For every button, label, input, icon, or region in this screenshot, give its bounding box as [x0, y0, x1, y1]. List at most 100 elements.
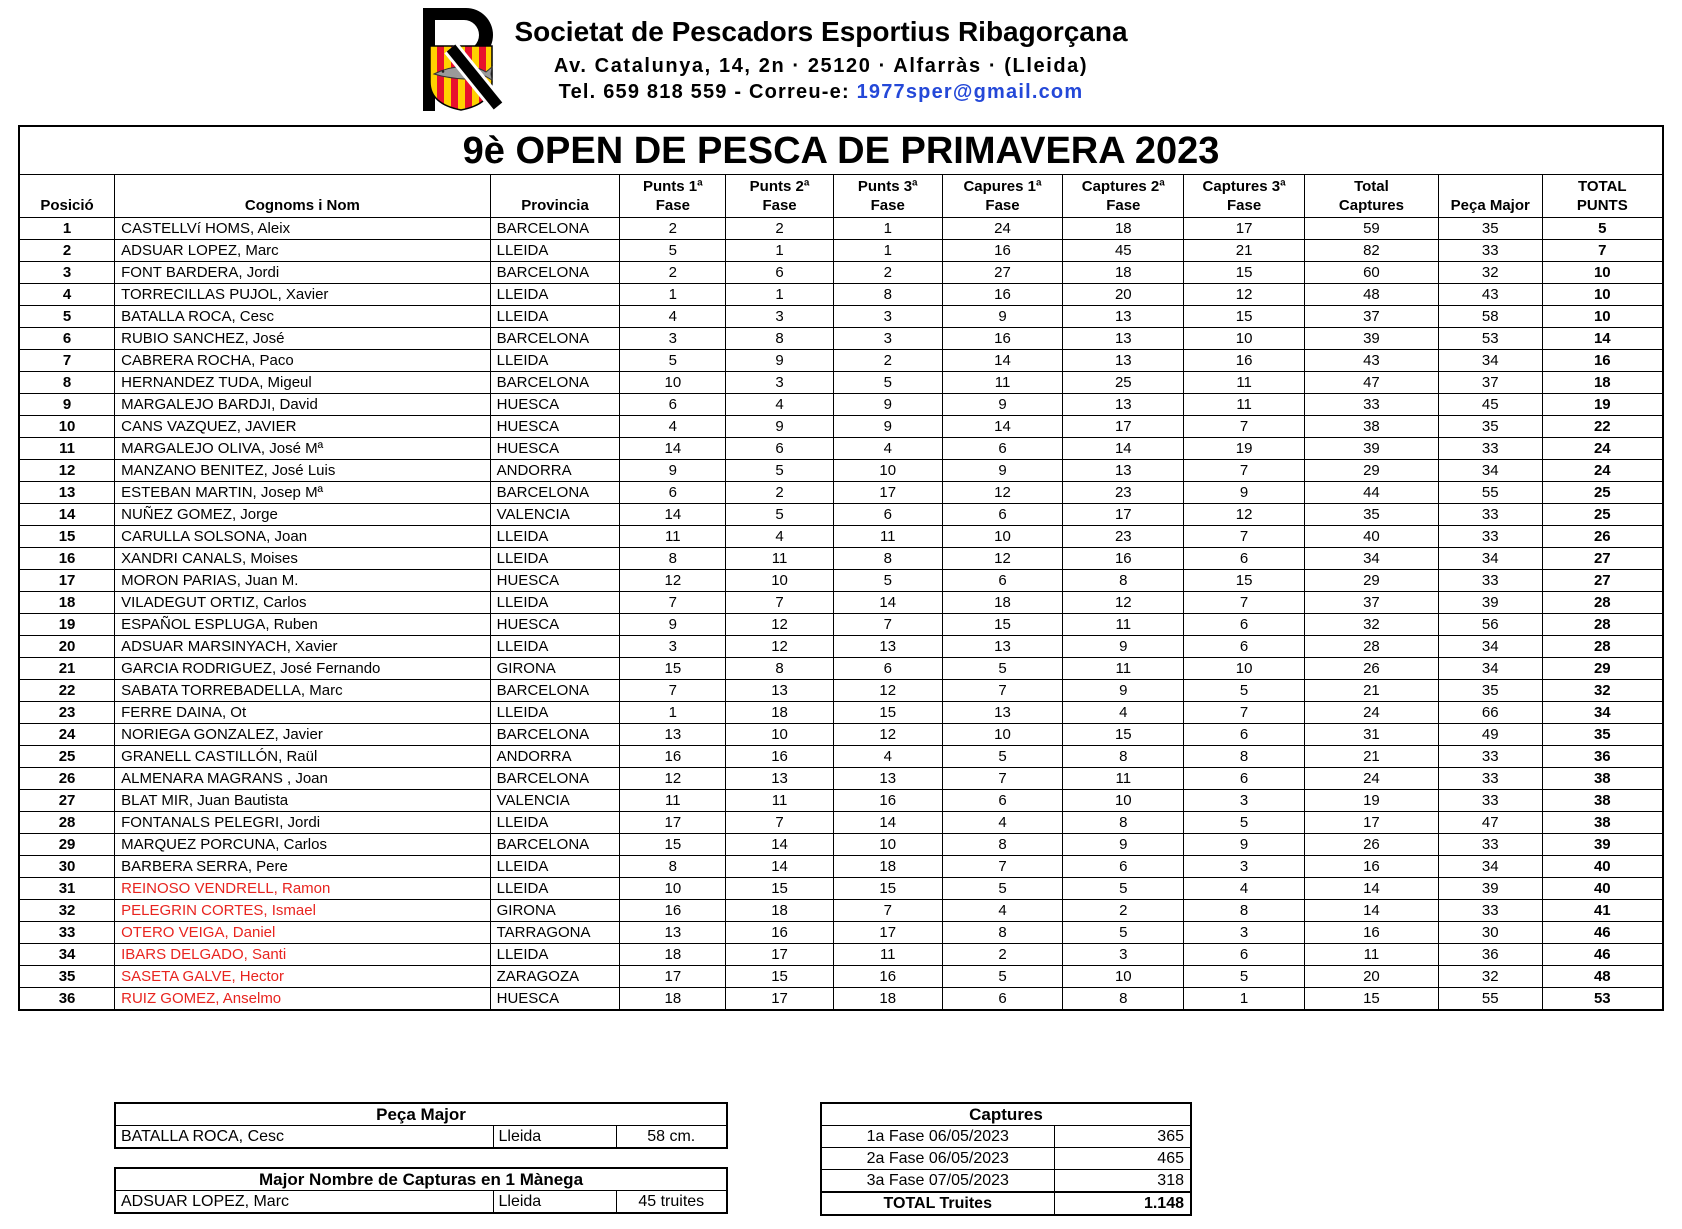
peca-major-row: BATALLA ROCA, Cesc Lleida 58 cm.: [114, 1125, 728, 1149]
value-cell: 11: [1062, 657, 1185, 680]
value-cell: 12: [941, 547, 1064, 570]
value-cell: 8: [832, 547, 943, 570]
value-cell: 6: [725, 261, 834, 284]
value-cell: 9: [619, 459, 727, 482]
table-row: 2 ADSUAR LOPEZ, Marc LLEIDA 5 1 1 16 45 21 82 33 7: [18, 239, 1664, 262]
value-cell: 8: [1062, 811, 1185, 834]
province-cell: BARCELONA: [489, 481, 621, 504]
total-punts-cell: 19: [1541, 393, 1664, 416]
value-cell: 15: [941, 613, 1064, 636]
captures-total-value: 1.148: [1053, 1191, 1192, 1216]
value-cell: 18: [619, 943, 727, 966]
value-cell: 1: [619, 701, 727, 724]
value-cell: 6: [619, 481, 727, 504]
value-cell: 6: [832, 657, 943, 680]
value-cell: 2: [725, 481, 834, 504]
value-cell: 12: [832, 679, 943, 702]
value-cell: 14: [1304, 899, 1439, 922]
value-cell: 19: [1183, 437, 1305, 460]
value-cell: 5: [941, 745, 1064, 768]
value-cell: 17: [1183, 217, 1305, 240]
name-cell: NORIEGA GONZALEZ, Javier: [114, 723, 491, 746]
org-contact: Tel. 659 818 559 - Correu-e: 1977sper@gm…: [559, 81, 1084, 104]
value-cell: 9: [941, 393, 1064, 416]
value-cell: 10: [941, 525, 1064, 548]
major-nombre-row: ADSUAR LOPEZ, Marc Lleida 45 truites: [114, 1190, 728, 1214]
province-cell: BARCELONA: [489, 217, 621, 240]
name-cell: CASTELLVí HOMS, Aleix: [114, 217, 491, 240]
value-cell: 7: [1183, 701, 1305, 724]
value-cell: 5: [832, 371, 943, 394]
total-punts-cell: 26: [1541, 525, 1664, 548]
name-cell: TORRECILLAS PUJOL, Xavier: [114, 283, 491, 306]
province-cell: HUESCA: [489, 393, 621, 416]
value-cell: 21: [1304, 679, 1439, 702]
province-cell: BARCELONA: [489, 261, 621, 284]
value-cell: 11: [941, 371, 1064, 394]
value-cell: 5: [1062, 877, 1185, 900]
position-cell: 1: [18, 217, 116, 240]
total-punts-cell: 7: [1541, 239, 1664, 262]
value-cell: 30: [1437, 921, 1543, 944]
total-punts-cell: 10: [1541, 261, 1664, 284]
value-cell: 13: [725, 679, 834, 702]
value-cell: 33: [1437, 239, 1543, 262]
value-cell: 37: [1437, 371, 1543, 394]
value-cell: 9: [832, 415, 943, 438]
value-cell: 45: [1062, 239, 1185, 262]
value-cell: 12: [941, 481, 1064, 504]
value-cell: 9: [1062, 679, 1185, 702]
position-cell: 36: [18, 987, 116, 1011]
value-cell: 2: [832, 349, 943, 372]
value-cell: 7: [941, 679, 1064, 702]
value-cell: 8: [1062, 745, 1185, 768]
province-cell: ZARAGOZA: [489, 965, 621, 988]
value-cell: 8: [1062, 987, 1185, 1011]
value-cell: 18: [832, 855, 943, 878]
name-cell: BLAT MIR, Juan Bautista: [114, 789, 491, 812]
col-header-4: Punts 2ª Fase: [725, 174, 834, 218]
value-cell: 5: [619, 349, 727, 372]
winner-value: 58 cm.: [615, 1125, 728, 1149]
col-header-9: Total Captures: [1304, 174, 1439, 218]
value-cell: 60: [1304, 261, 1439, 284]
value-cell: 12: [1062, 591, 1185, 614]
value-cell: 48: [1304, 283, 1439, 306]
position-cell: 10: [18, 415, 116, 438]
position-cell: 31: [18, 877, 116, 900]
col-header-5: Punts 3ª Fase: [832, 174, 943, 218]
value-cell: 45: [1437, 393, 1543, 416]
total-punts-cell: 38: [1541, 811, 1664, 834]
province-cell: BARCELONA: [489, 833, 621, 856]
value-cell: 24: [1304, 701, 1439, 724]
winner-name: BATALLA ROCA, Cesc: [114, 1125, 494, 1149]
value-cell: 13: [1062, 393, 1185, 416]
value-cell: 5: [725, 459, 834, 482]
position-cell: 26: [18, 767, 116, 790]
value-cell: 16: [1304, 921, 1439, 944]
peca-major-title: Peça Major: [114, 1102, 728, 1126]
value-cell: 14: [941, 415, 1064, 438]
province-cell: HUESCA: [489, 613, 621, 636]
captures-total-label: TOTAL Truites: [820, 1191, 1055, 1216]
value-cell: 15: [619, 833, 727, 856]
value-cell: 10: [941, 723, 1064, 746]
value-cell: 8: [1183, 899, 1305, 922]
position-cell: 7: [18, 349, 116, 372]
table-row: 32 PELEGRIN CORTES, Ismael GIRONA 16 18 7 4 2 8 1…: [18, 899, 1664, 922]
total-punts-cell: 38: [1541, 789, 1664, 812]
value-cell: 9: [941, 305, 1064, 328]
value-cell: 13: [1062, 349, 1185, 372]
email-link[interactable]: 1977sper@gmail.com: [856, 81, 1084, 103]
table-row: 33 OTERO VEIGA, Daniel TARRAGONA 13 16 17 8 5 3 1…: [18, 921, 1664, 944]
value-cell: 16: [941, 327, 1064, 350]
winner-name: ADSUAR LOPEZ, Marc: [114, 1190, 494, 1214]
position-cell: 11: [18, 437, 116, 460]
value-cell: 16: [619, 745, 727, 768]
table-row: 9 MARGALEJO BARDJI, David HUESCA 6 4 9 9 13 11 33…: [18, 393, 1664, 416]
value-cell: 44: [1304, 481, 1439, 504]
value-cell: 9: [1062, 833, 1185, 856]
value-cell: 9: [832, 393, 943, 416]
value-cell: 10: [1062, 965, 1185, 988]
name-cell: HERNANDEZ TUDA, Migeul: [114, 371, 491, 394]
